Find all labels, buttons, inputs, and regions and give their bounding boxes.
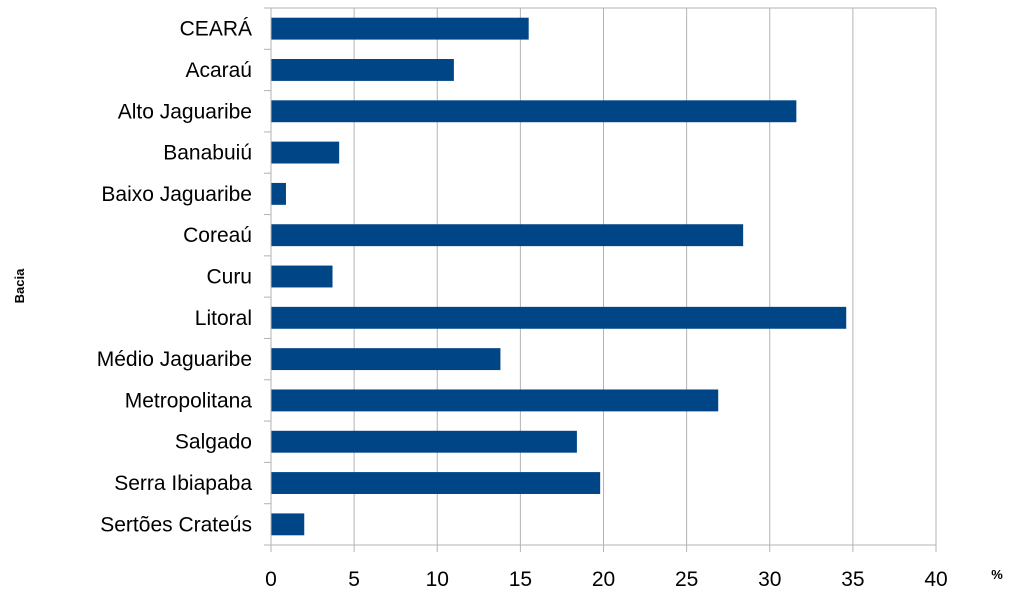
x-tick-label: 20 (592, 568, 615, 591)
x-tick-label: 40 (924, 568, 947, 591)
category-label: Médio Jaguaribe (97, 348, 252, 371)
x-tick-label: 30 (758, 568, 781, 591)
category-label: Alto Jaguaribe (118, 100, 252, 123)
x-tick-label: 35 (841, 568, 864, 591)
category-label: Sertões Crateús (100, 513, 252, 536)
category-label: Serra Ibiapaba (114, 472, 252, 495)
bar (271, 265, 333, 288)
category-label: Coreaú (183, 224, 252, 247)
category-labels: CEARÁ Acaraú Alto Jaguaribe Banabuiú Baixo J… (97, 18, 253, 537)
x-tick-label: 10 (426, 568, 449, 591)
bar (271, 389, 719, 412)
x-tick-label: 5 (348, 568, 360, 591)
x-tick-label: 0 (265, 568, 277, 591)
y-axis-title: Bacia (12, 268, 27, 303)
category-label: CEARÁ (180, 18, 252, 41)
bar (271, 59, 454, 81)
category-label: Salgado (175, 431, 252, 454)
bar (271, 348, 501, 371)
category-label: Banabuiú (163, 142, 252, 165)
bar (271, 430, 577, 453)
x-tick-label: 25 (675, 568, 698, 591)
bars (271, 17, 847, 536)
x-tick-label: 15 (509, 568, 532, 591)
grid-lines (353, 8, 937, 545)
category-label: Curu (206, 266, 252, 289)
bar (271, 141, 340, 164)
bar (271, 182, 286, 205)
bar (271, 17, 529, 40)
category-label: Baixo Jaguaribe (101, 183, 252, 206)
x-axis-title: % (991, 567, 1003, 582)
category-label: Acaraú (185, 59, 252, 82)
bar (271, 224, 744, 247)
axes (264, 7, 937, 552)
category-label: Litoral (195, 307, 252, 330)
bar (271, 100, 797, 123)
bar (271, 472, 601, 494)
tick-labels: 0 5 10 15 20 25 30 35 40 (265, 568, 948, 591)
bar (271, 306, 847, 329)
category-label: Metropolitana (125, 389, 253, 412)
bar (271, 513, 305, 536)
